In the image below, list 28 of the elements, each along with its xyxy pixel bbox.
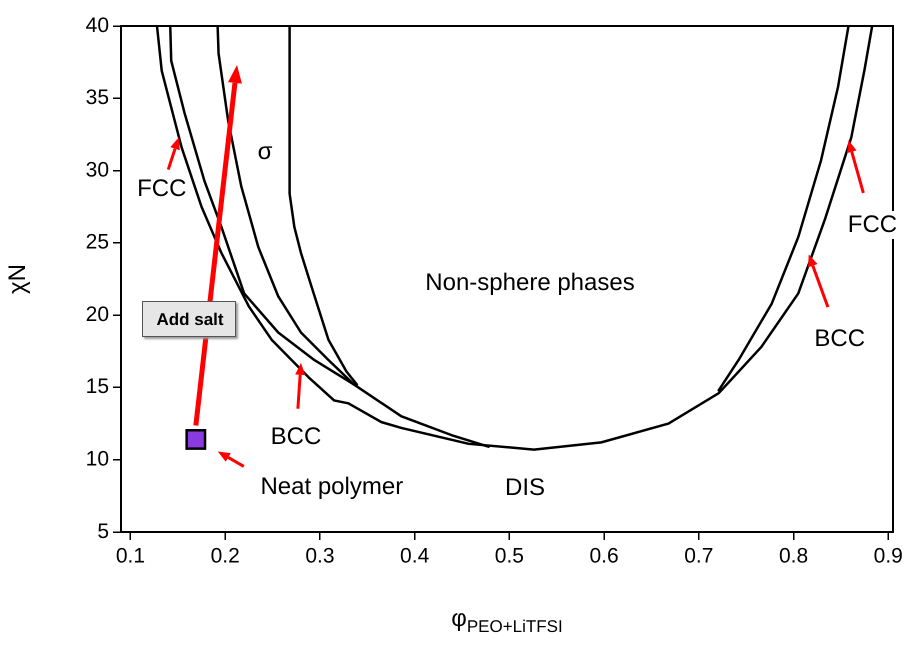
annotation: FCC	[848, 211, 898, 240]
x-tick-label: 0.9	[874, 544, 903, 568]
y-tick-label: 40	[86, 14, 109, 37]
x-tick-label: 0.6	[589, 544, 619, 568]
text: Neat polymer	[260, 473, 404, 502]
y-tick-label: 10	[86, 448, 109, 471]
annotation: σ	[258, 138, 272, 166]
annotation: Non-sphere phases	[425, 269, 635, 297]
x-tick-label: 0.8	[778, 544, 808, 568]
annotation: BCC	[814, 325, 866, 354]
annotation: Add salt	[156, 310, 224, 330]
annotation: BCC	[270, 422, 322, 451]
y-tick-label: 35	[86, 86, 109, 110]
x-tick-label: 0.5	[494, 544, 524, 568]
y-axis-title: χN	[4, 264, 32, 294]
x-tick-label: 0.2	[210, 544, 240, 568]
x-tick-label: 0.3	[305, 544, 335, 568]
y-tick-label: 5	[97, 520, 109, 543]
x-tick-label: 0.7	[684, 544, 714, 568]
annotation: DIS	[504, 474, 546, 502]
y-tick-label: 30	[86, 158, 109, 182]
y-tick-label: 15	[86, 375, 109, 398]
x-tick-label: 0.4	[400, 544, 430, 568]
y-tick-label: 20	[86, 302, 109, 326]
x-axis-title: φ$_{PEO+LiTFSI}$	[451, 605, 563, 637]
x-tick-label: 0.1	[116, 544, 146, 568]
y-tick-label: 25	[86, 230, 109, 254]
annotation: FCC	[137, 175, 186, 204]
